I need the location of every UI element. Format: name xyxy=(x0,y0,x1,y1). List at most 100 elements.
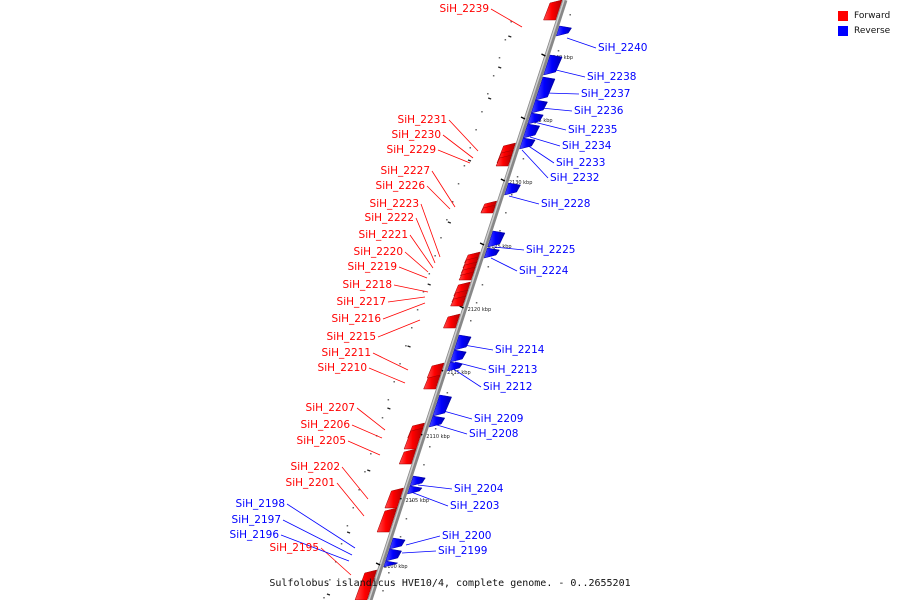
gene-label-SiH_2206[interactable]: SiH_2206 xyxy=(301,419,351,431)
track-dot xyxy=(475,129,477,131)
tick-label: 2110 kbp xyxy=(426,434,450,440)
gene-SiH_2238[interactable] xyxy=(543,54,563,76)
minor-tick xyxy=(387,407,391,410)
gene-SiH_2200[interactable] xyxy=(385,548,402,562)
gene-label-SiH_2201[interactable]: SiH_2201 xyxy=(286,477,335,489)
tick-mark xyxy=(375,562,381,566)
gene-SiH_2215[interactable] xyxy=(443,313,461,329)
gene-label-SiH_2207[interactable]: SiH_2207 xyxy=(306,402,355,414)
gene-label-SiH_2235[interactable]: SiH_2235 xyxy=(568,124,617,136)
tick-mark xyxy=(541,53,546,57)
gene-SiH_2204[interactable] xyxy=(407,485,423,495)
gene-SiH_2199[interactable] xyxy=(383,560,399,568)
gene-SiH_2228[interactable] xyxy=(487,230,506,248)
gene-features[interactable] xyxy=(354,0,572,600)
gene-SiH_2239[interactable] xyxy=(543,0,563,21)
gene-label-SiH_2203[interactable]: SiH_2203 xyxy=(450,500,499,512)
gene-label-SiH_2215[interactable]: SiH_2215 xyxy=(327,331,376,343)
gene-label-SiH_2236[interactable]: SiH_2236 xyxy=(574,105,624,117)
gene-SiH_2219[interactable] xyxy=(458,271,474,281)
gene-SiH_2236[interactable] xyxy=(530,99,548,114)
gene-label-SiH_2227[interactable]: SiH_2227 xyxy=(381,165,430,177)
gene-label-SiH_2223[interactable]: SiH_2223 xyxy=(370,198,419,210)
tick-mark xyxy=(500,178,506,182)
gene-SiH_2226[interactable] xyxy=(480,204,496,214)
tick-label: 2105 kbp xyxy=(406,498,430,504)
track-dot xyxy=(487,266,490,268)
gene-label-SiH_2216[interactable]: SiH_2216 xyxy=(332,313,382,325)
gene-SiH_2208[interactable] xyxy=(409,475,426,487)
gene-label-SiH_2197[interactable]: SiH_2197 xyxy=(232,514,281,526)
gene-label-SiH_2219[interactable]: SiH_2219 xyxy=(348,261,397,273)
gene-label-SiH_2213[interactable]: SiH_2213 xyxy=(488,364,537,376)
gene-label-SiH_2238[interactable]: SiH_2238 xyxy=(587,71,636,83)
gene-label-SiH_2195[interactable]: SiH_2195 xyxy=(270,542,319,554)
gene-SiH_2229[interactable] xyxy=(495,154,513,167)
gene-SiH_2232[interactable] xyxy=(504,182,521,196)
gene-label-SiH_2200[interactable]: SiH_2200 xyxy=(442,530,491,542)
gene-label-SiH_2202[interactable]: SiH_2202 xyxy=(291,461,340,473)
gene-SiH_2237[interactable] xyxy=(535,76,556,101)
gene-SiH_2213[interactable] xyxy=(447,361,463,372)
gene-label-SiH_2240[interactable]: SiH_2240 xyxy=(598,42,647,54)
gene-label-SiH_2221[interactable]: SiH_2221 xyxy=(359,229,408,241)
gene-label-SiH_2210[interactable]: SiH_2210 xyxy=(318,362,367,374)
gene-label-SiH_2231[interactable]: SiH_2231 xyxy=(398,114,447,126)
gene-SiH_2210[interactable] xyxy=(423,374,441,390)
gene-label-SiH_2230[interactable]: SiH_2230 xyxy=(392,129,441,141)
gene-label-SiH_2199[interactable]: SiH_2199 xyxy=(438,545,487,557)
gene-SiH_2212[interactable] xyxy=(432,394,452,417)
gene-label-SiH_2224[interactable]: SiH_2224 xyxy=(519,265,569,277)
gene-label-SiH_2209[interactable]: SiH_2209 xyxy=(474,413,523,425)
gene-SiH_2240[interactable] xyxy=(555,25,572,37)
gene-labels[interactable]: SiH_2239 SiH_2231 SiH_2230 SiH_2229 SiH_2227… xyxy=(230,3,648,557)
gene-label-SiH_2198[interactable]: SiH_2198 xyxy=(236,498,285,510)
tick-label: 2120 kbp xyxy=(468,307,492,313)
gene-SiH_2214[interactable] xyxy=(449,349,467,363)
gene-label-SiH_2225[interactable]: SiH_2225 xyxy=(526,244,575,256)
gene-SiH_2235[interactable] xyxy=(527,112,544,125)
tick-label: 2130 kbp xyxy=(509,180,533,186)
track-dot xyxy=(446,219,448,221)
gene-label-SiH_2211[interactable]: SiH_2211 xyxy=(322,347,371,359)
gene-SiH_2201[interactable] xyxy=(376,507,398,533)
gene-SiH_2209[interactable] xyxy=(428,415,446,428)
gene-SiH_2224[interactable] xyxy=(453,334,472,351)
gene-label-SiH_2218[interactable]: SiH_2218 xyxy=(343,279,392,291)
gene-label-SiH_2232[interactable]: SiH_2232 xyxy=(550,172,599,184)
gene-SiH_2233[interactable] xyxy=(519,137,536,150)
gene-label-SiH_2228[interactable]: SiH_2228 xyxy=(541,198,590,210)
gene-label-SiH_2239[interactable]: SiH_2239 xyxy=(440,3,489,15)
gene-SiH_2225[interactable] xyxy=(483,247,500,259)
gene-SiH_2195[interactable] xyxy=(354,569,378,600)
track-dot xyxy=(388,572,390,574)
track-dot xyxy=(393,381,395,383)
gene-label-SiH_2226[interactable]: SiH_2226 xyxy=(376,180,426,192)
minor-tick xyxy=(447,221,452,224)
gene-SiH_2205[interactable] xyxy=(398,448,417,465)
gene-label-SiH_2233[interactable]: SiH_2233 xyxy=(556,157,605,169)
gene-label-SiH_2220[interactable]: SiH_2220 xyxy=(354,246,403,258)
gene-label-SiH_2196[interactable]: SiH_2196 xyxy=(230,529,280,541)
gene-label-SiH_2217[interactable]: SiH_2217 xyxy=(337,296,386,308)
gene-label-SiH_2214[interactable]: SiH_2214 xyxy=(495,344,545,356)
gene-label-SiH_2204[interactable]: SiH_2204 xyxy=(454,483,504,495)
track-dot xyxy=(358,489,360,491)
gene-label-SiH_2222[interactable]: SiH_2222 xyxy=(365,212,414,224)
leader-line xyxy=(490,8,523,28)
leader-line xyxy=(566,37,597,49)
gene-label-SiH_2234[interactable]: SiH_2234 xyxy=(562,140,612,152)
gene-label-SiH_2205[interactable]: SiH_2205 xyxy=(297,435,346,447)
gene-label-SiH_2212[interactable]: SiH_2212 xyxy=(483,381,532,393)
gene-label-SiH_2208[interactable]: SiH_2208 xyxy=(469,428,518,440)
gene-SiH_2203[interactable] xyxy=(389,537,406,550)
leader-line xyxy=(442,134,474,159)
gene-label-SiH_2237[interactable]: SiH_2237 xyxy=(581,88,630,100)
legend-reverse-label: Reverse xyxy=(854,25,891,36)
minor-tick xyxy=(407,345,411,348)
gene-SiH_2234[interactable] xyxy=(522,123,541,139)
track-dot xyxy=(510,21,512,23)
gene-SiH_2216[interactable] xyxy=(450,295,467,307)
gene-label-SiH_2229[interactable]: SiH_2229 xyxy=(387,144,436,156)
